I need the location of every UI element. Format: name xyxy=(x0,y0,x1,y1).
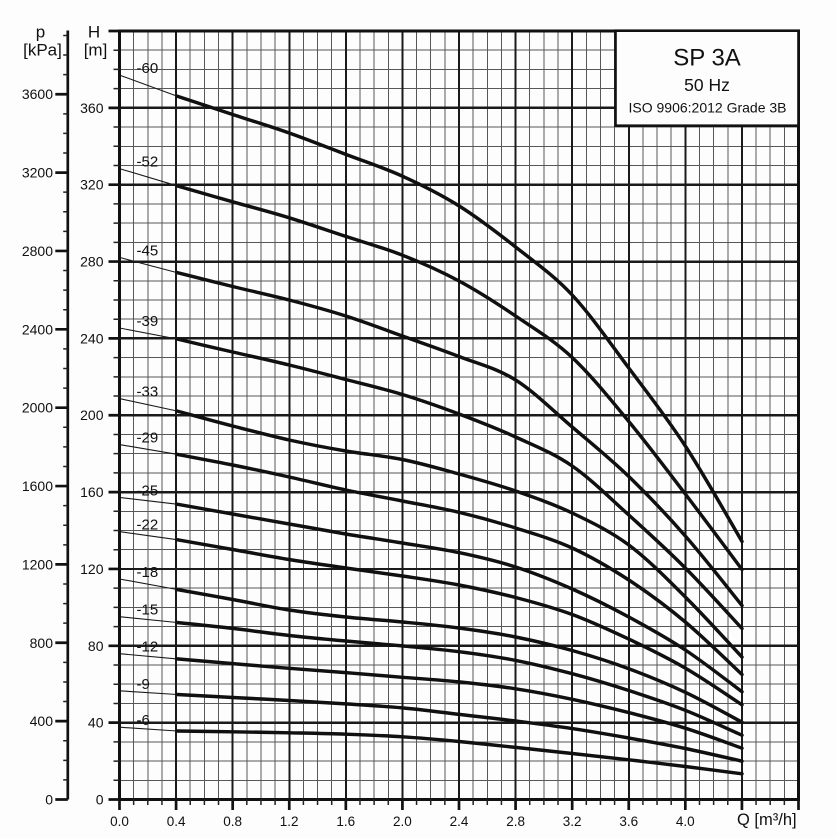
svg-text:800: 800 xyxy=(30,635,54,651)
svg-text:[m]: [m] xyxy=(84,41,108,60)
svg-text:-52: -52 xyxy=(137,154,159,171)
svg-text:1.6: 1.6 xyxy=(336,814,355,829)
svg-text:-25: -25 xyxy=(137,482,159,499)
svg-text:-45: -45 xyxy=(137,242,159,259)
svg-text:-22: -22 xyxy=(137,517,159,534)
svg-text:3200: 3200 xyxy=(22,165,53,181)
svg-text:1200: 1200 xyxy=(22,556,53,572)
svg-text:p: p xyxy=(36,23,45,42)
svg-text:Q [m³/h]: Q [m³/h] xyxy=(737,811,797,829)
svg-text:-12: -12 xyxy=(137,639,159,656)
svg-text:-6: -6 xyxy=(137,712,150,729)
svg-text:3600: 3600 xyxy=(22,86,53,102)
svg-text:-60: -60 xyxy=(137,60,159,77)
svg-text:2000: 2000 xyxy=(22,400,53,416)
svg-text:-9: -9 xyxy=(137,676,150,693)
svg-text:ISO 9906:2012 Grade 3B: ISO 9906:2012 Grade 3B xyxy=(629,100,787,116)
svg-text:0: 0 xyxy=(96,792,104,808)
svg-text:2.4: 2.4 xyxy=(450,814,469,829)
svg-text:-29: -29 xyxy=(137,430,159,447)
svg-text:120: 120 xyxy=(80,561,104,577)
svg-text:-33: -33 xyxy=(137,384,159,401)
svg-text:1600: 1600 xyxy=(22,478,53,494)
svg-text:80: 80 xyxy=(88,638,104,654)
svg-text:40: 40 xyxy=(88,715,104,731)
svg-text:0.0: 0.0 xyxy=(110,814,129,829)
svg-text:320: 320 xyxy=(80,177,104,193)
svg-text:-18: -18 xyxy=(137,564,159,581)
svg-text:0.8: 0.8 xyxy=(223,814,242,829)
svg-text:[kPa]: [kPa] xyxy=(23,41,62,60)
svg-text:2.8: 2.8 xyxy=(506,814,525,829)
svg-text:2.0: 2.0 xyxy=(393,814,412,829)
svg-text:2400: 2400 xyxy=(22,321,53,337)
svg-text:0.4: 0.4 xyxy=(167,814,186,829)
svg-text:3.6: 3.6 xyxy=(619,814,638,829)
svg-text:4.0: 4.0 xyxy=(676,814,695,829)
svg-text:0: 0 xyxy=(45,792,53,808)
svg-text:240: 240 xyxy=(80,330,104,346)
svg-text:3.2: 3.2 xyxy=(563,814,582,829)
svg-text:160: 160 xyxy=(80,484,104,500)
svg-text:1.2: 1.2 xyxy=(280,814,299,829)
svg-text:-15: -15 xyxy=(137,602,159,619)
svg-text:H: H xyxy=(88,23,100,42)
svg-text:280: 280 xyxy=(80,254,104,270)
svg-text:50 Hz: 50 Hz xyxy=(684,75,730,95)
svg-text:360: 360 xyxy=(80,100,104,116)
svg-text:200: 200 xyxy=(80,407,104,423)
svg-text:-39: -39 xyxy=(137,313,159,330)
svg-text:SP 3A: SP 3A xyxy=(673,45,741,72)
svg-text:400: 400 xyxy=(30,713,54,729)
svg-text:2800: 2800 xyxy=(22,243,53,259)
